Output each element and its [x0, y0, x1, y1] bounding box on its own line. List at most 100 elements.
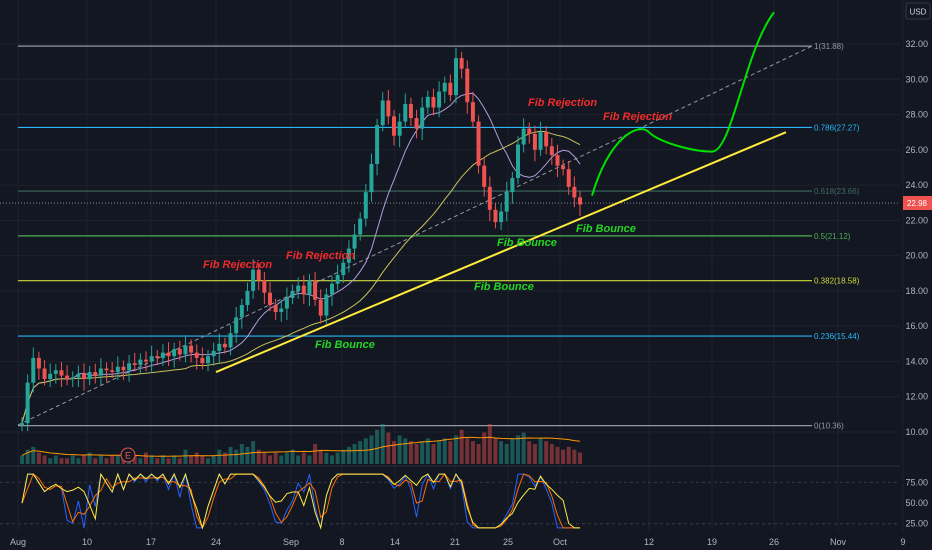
candle-body[interactable]: [538, 132, 543, 150]
candle-body[interactable]: [149, 356, 154, 362]
candle-body[interactable]: [572, 186, 577, 198]
candle-body[interactable]: [87, 372, 92, 380]
candle-body[interactable]: [25, 382, 30, 424]
candle-body[interactable]: [386, 100, 391, 117]
candle-body[interactable]: [268, 292, 272, 306]
candle-body[interactable]: [65, 375, 70, 380]
candle-body[interactable]: [222, 343, 227, 348]
candle-body[interactable]: [375, 125, 380, 164]
candle-body[interactable]: [397, 121, 402, 136]
candle-body[interactable]: [290, 290, 295, 298]
candle-body[interactable]: [493, 209, 498, 223]
candle-body[interactable]: [561, 165, 566, 170]
candle-body[interactable]: [115, 366, 120, 373]
candle-body[interactable]: [544, 132, 549, 147]
candle-body[interactable]: [330, 283, 334, 295]
candle-body[interactable]: [403, 103, 408, 122]
candle-body[interactable]: [121, 366, 126, 371]
candle-body[interactable]: [93, 372, 98, 376]
candle-body[interactable]: [470, 102, 475, 122]
candle-body[interactable]: [459, 58, 464, 69]
candle-body[interactable]: [70, 377, 75, 380]
candle-body[interactable]: [59, 370, 64, 376]
candle-body[interactable]: [482, 165, 487, 187]
candle-body[interactable]: [318, 299, 323, 316]
candle-body[interactable]: [307, 280, 312, 295]
candle-body[interactable]: [239, 305, 244, 318]
candle-body[interactable]: [82, 373, 86, 380]
candle-body[interactable]: [155, 356, 160, 358]
candle-body[interactable]: [369, 163, 374, 193]
candle-body[interactable]: [504, 192, 509, 212]
candle-body[interactable]: [296, 285, 301, 291]
candle-body[interactable]: [301, 285, 306, 295]
candle-body[interactable]: [48, 373, 53, 380]
candle-body[interactable]: [194, 352, 199, 358]
candle-body[interactable]: [251, 269, 256, 291]
candle-body[interactable]: [476, 121, 481, 166]
candle-body[interactable]: [358, 218, 363, 235]
candle-body[interactable]: [414, 118, 419, 129]
candle-body[interactable]: [31, 357, 36, 383]
candle-body[interactable]: [521, 128, 526, 145]
candle-body[interactable]: [527, 128, 532, 134]
candle-body[interactable]: [555, 155, 560, 166]
candle-body[interactable]: [20, 423, 24, 425]
candle-body[interactable]: [110, 370, 115, 373]
candle-body[interactable]: [98, 368, 103, 376]
candle-body[interactable]: [346, 248, 351, 263]
candle-body[interactable]: [448, 82, 453, 96]
candle-body[interactable]: [183, 345, 188, 355]
candle-body[interactable]: [363, 192, 368, 219]
candle-body[interactable]: [408, 103, 413, 119]
candle-body[interactable]: [76, 373, 81, 378]
candle-body[interactable]: [279, 308, 284, 313]
candle-body[interactable]: [510, 178, 515, 193]
candle-body[interactable]: [437, 91, 442, 108]
candle-body[interactable]: [578, 197, 582, 205]
candle-body[interactable]: [516, 144, 520, 179]
candle-body[interactable]: [127, 363, 132, 371]
candle-body[interactable]: [228, 333, 233, 348]
currency-tag[interactable]: [905, 2, 931, 20]
candle-body[interactable]: [499, 211, 504, 223]
candle-body[interactable]: [380, 100, 385, 126]
candle-body[interactable]: [42, 368, 47, 380]
candle-body[interactable]: [352, 234, 357, 249]
trendline[interactable]: [215, 131, 787, 373]
candle-body[interactable]: [211, 350, 216, 357]
projection-path[interactable]: [591, 11, 775, 196]
candle-body[interactable]: [532, 133, 537, 150]
candle-body[interactable]: [200, 357, 205, 364]
candle-body[interactable]: [487, 186, 492, 210]
candle-body[interactable]: [420, 107, 425, 129]
candle-body[interactable]: [172, 349, 177, 357]
candle-body[interactable]: [313, 280, 318, 300]
candle-body[interactable]: [454, 58, 458, 96]
candle-body[interactable]: [392, 116, 396, 136]
candle-body[interactable]: [431, 96, 436, 108]
candle-body[interactable]: [341, 262, 346, 276]
trendline-group[interactable]: [215, 131, 787, 373]
candle-body[interactable]: [144, 359, 148, 362]
candle-body[interactable]: [138, 359, 143, 365]
candle-body[interactable]: [465, 68, 470, 103]
candle-body[interactable]: [104, 368, 109, 371]
candle-body[interactable]: [160, 352, 165, 358]
candle-body[interactable]: [549, 146, 554, 156]
candle-body[interactable]: [177, 349, 182, 355]
candle-body[interactable]: [166, 352, 171, 357]
projection-group[interactable]: [591, 11, 775, 196]
candle-body[interactable]: [256, 269, 261, 281]
candle-body[interactable]: [273, 305, 278, 313]
candle-body[interactable]: [53, 370, 58, 374]
candle-body[interactable]: [425, 96, 430, 108]
candle-body[interactable]: [566, 169, 571, 187]
candle-body[interactable]: [206, 356, 210, 364]
candle-body[interactable]: [245, 290, 250, 306]
candle-body[interactable]: [284, 297, 289, 309]
candle-body[interactable]: [234, 317, 239, 334]
candle-body[interactable]: [335, 275, 340, 284]
candle-body[interactable]: [324, 294, 329, 316]
